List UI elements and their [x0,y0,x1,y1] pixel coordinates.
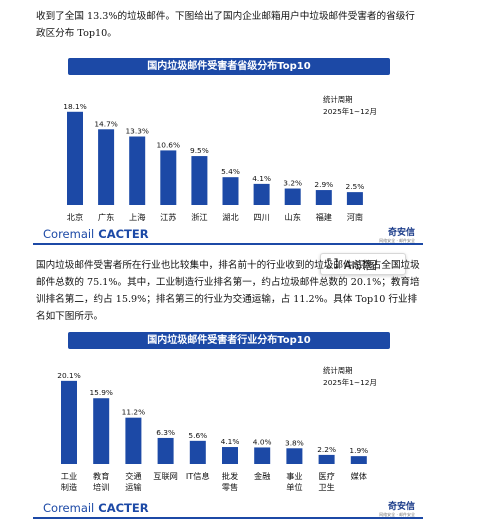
province-bar-chart: 18.1% 北京 14.7% 广东 13.3% 上海 10.6% 江苏 9.5% 浙江 5.4% 湖北… [63,102,365,222]
coremail-cacter-logo: Coremail CACTER [43,227,149,241]
bar-value-label: 10.6% [157,140,180,149]
bar-value-label: 3.2% [283,179,302,188]
bar [315,190,332,205]
category-tick-label: 金融 [254,471,270,481]
chevron-down-icon: ⌄ [392,257,400,267]
category-tick-label: 上海 [129,212,145,222]
bar [346,192,363,205]
category-tick-label: 浙江 [191,212,207,222]
qianxin-logo: 奇安信 网络安全 · 邮件安全 [379,502,415,517]
bar [67,111,83,205]
category-tick-label: 广东 [98,212,114,222]
category-tick-label: 河南 [347,212,363,222]
category-tick-label: 批发零售 [222,471,238,492]
bar [222,177,239,205]
brand-footer: Coremail CACTER 奇安信 网络安全 · 邮件安全 [33,497,423,519]
bar [284,188,301,205]
bar [191,156,208,205]
body-paragraph: 国内垃圾邮件受害者所在行业也比较集中，排名前十的行业收到的垃圾邮件总数占全国垃圾… [36,260,420,322]
category-tick-label: IT信息 [186,471,210,481]
ai-button-label: AI识图 [344,259,377,272]
bar [254,447,271,464]
bar [253,183,270,205]
bar-value-label: 2.9% [314,180,333,189]
category-tick-label: 北京 [67,212,83,222]
qianxin-logo: 奇安信 网络安全 · 邮件安全 [379,228,415,243]
category-tick-label: 山东 [285,212,301,222]
chart-title-bar: 国内垃圾邮件受害者行业分布Top10 [68,332,390,349]
bar-value-label: 4.1% [252,174,271,183]
bar-value-label: 6.3% [156,428,175,437]
bar [61,380,77,464]
bar-value-label: 5.6% [188,431,207,440]
bar-value-label: 13.3% [125,127,148,136]
bar [129,136,146,205]
bar-value-label: 18.1% [63,102,86,111]
bar-value-label: 5.4% [221,167,240,176]
period-value: 2025年1~12月 [323,378,377,387]
intro-paragraph: 收到了全国 13.3%的垃圾邮件。下图给出了国内企业邮箱用户中垃圾邮件受害者的省… [36,11,415,39]
bar-value-label: 3.8% [285,438,304,447]
bar-value-label: 14.7% [94,119,117,128]
industry-bar-chart: 20.1% 工业制造 15.9% 教育培训 11.2% 交通运输 6.3% 互联网 5.6% IT… [57,371,368,492]
bar-value-label: 1.9% [349,446,368,455]
category-tick-label: 互联网 [153,471,178,481]
ai-recognize-button[interactable]: AI识图 ⌄ [320,253,406,275]
period-label: 统计周期 [323,95,353,104]
bar-value-label: 4.1% [221,437,240,446]
period-label: 统计周期 [323,366,353,375]
category-tick-label: 事业单位 [286,471,302,492]
bar-value-label: 4.0% [253,437,272,446]
bar [157,437,174,464]
chart-title-bar: 国内垃圾邮件受害者省级分布Top10 [68,58,390,75]
bar [98,129,115,205]
bar [160,150,177,205]
industry-chart-panel: 国内垃圾邮件受害者行业分布Top10 统计周期 2025年1~12月 20.1%… [33,323,423,519]
bar-value-label: 9.5% [190,146,209,155]
bar-value-label: 2.5% [346,182,365,191]
bar [318,454,335,464]
bar-value-label: 15.9% [89,388,112,397]
scan-icon [327,258,338,269]
province-chart-panel: 国内垃圾邮件受害者省级分布Top10 统计周期 2025年1~12月 18.1%… [33,49,423,245]
bar [93,398,110,464]
category-tick-label: 媒体 [351,471,367,481]
category-tick-label: 江苏 [160,212,176,222]
bar [125,417,142,464]
period-value: 2025年1~12月 [323,107,377,116]
category-tick-label: 教育培训 [93,471,109,492]
category-tick-label: 四川 [253,212,269,222]
bar-value-label: 2.2% [317,445,336,454]
coremail-cacter-logo: Coremail CACTER [43,501,149,515]
bar [222,447,238,464]
footer-rule [33,517,423,519]
bar [189,440,206,464]
category-tick-label: 工业制造 [61,471,77,492]
category-tick-label: 福建 [316,212,332,222]
bar [350,456,367,464]
category-tick-label: 湖北 [222,212,238,222]
category-tick-label: 交通运输 [125,471,141,492]
bar-value-label: 20.1% [57,371,80,380]
category-tick-label: 医疗卫生 [318,471,334,492]
footer-rule [33,243,423,245]
brand-footer: Coremail CACTER 奇安信 网络安全 · 邮件安全 [33,223,423,245]
bar-value-label: 11.2% [122,408,145,417]
bar [286,448,303,464]
